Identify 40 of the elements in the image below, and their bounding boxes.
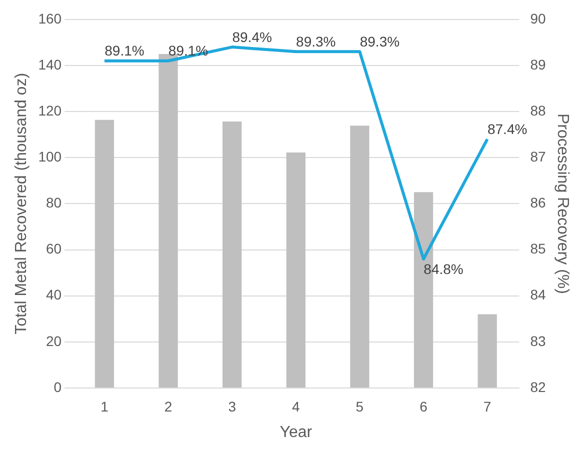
x-tick-label: 7: [483, 398, 492, 414]
data-label: 89.4%: [232, 28, 272, 45]
y2-axis-title: Processing Recovery (%): [554, 113, 571, 294]
data-label: 89.1%: [104, 42, 144, 59]
y2-tick-label: 86: [530, 194, 546, 211]
bar: [286, 152, 306, 388]
bar: [350, 126, 370, 388]
y-tick-label: 40: [46, 286, 62, 303]
x-tick-label: 2: [164, 398, 172, 414]
y-tick-label: 120: [38, 102, 62, 118]
x-tick-label: 6: [420, 398, 428, 414]
y-tick-label: 100: [38, 148, 62, 164]
y2-tick-label: 84: [530, 286, 546, 303]
y2-tick-label: 85: [530, 240, 546, 257]
data-label: 84.8%: [424, 260, 464, 277]
data-label: 89.3%: [360, 34, 400, 50]
y-axis-title: Total Metal Recovered (thousand oz): [13, 72, 30, 334]
data-label: 89.3%: [296, 34, 336, 50]
y-tick-label: 140: [38, 56, 62, 72]
bar: [222, 121, 242, 388]
data-label: 87.4%: [487, 121, 528, 138]
y2-tick-label: 88: [530, 102, 546, 118]
x-tick-label: 3: [228, 398, 236, 414]
y-tick-label: 20: [46, 332, 62, 349]
y-tick-label: 0: [54, 378, 62, 395]
y2-tick-label: 82: [530, 378, 546, 395]
y-tick-label: 160: [38, 10, 62, 26]
y-tick-label: 80: [46, 194, 62, 211]
x-tick-label: 5: [356, 398, 364, 414]
y2-tick-label: 83: [530, 332, 546, 349]
bar: [94, 120, 114, 388]
x-tick-label: 4: [292, 398, 300, 414]
bar: [478, 314, 497, 388]
data-label: 89.1%: [168, 42, 208, 59]
y2-tick-label: 87: [530, 148, 546, 164]
y2-tick-label: 89: [530, 56, 546, 72]
x-axis-title: Year: [280, 424, 313, 441]
y2-tick-label: 90: [530, 10, 546, 26]
y-tick-label: 60: [46, 240, 62, 257]
x-tick-label: 1: [100, 398, 109, 414]
